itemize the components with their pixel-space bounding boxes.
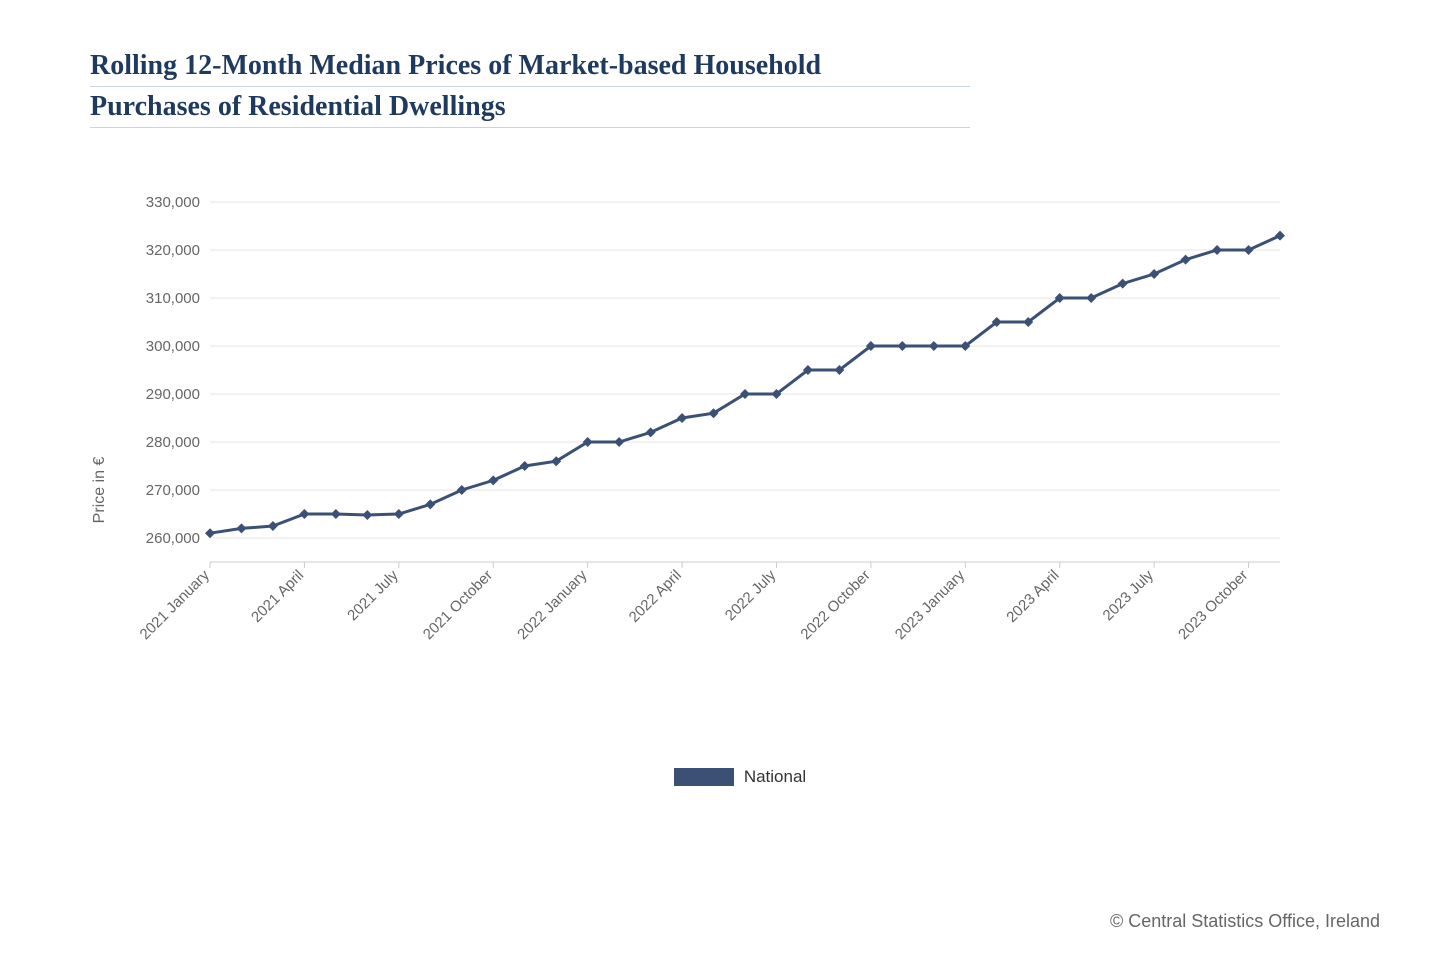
svg-text:280,000: 280,000: [146, 434, 200, 451]
svg-text:2023 January: 2023 January: [892, 566, 969, 643]
svg-text:2022 July: 2022 July: [722, 566, 780, 624]
title-line-1: Rolling 12-Month Median Prices of Market…: [90, 50, 970, 87]
line-chart-svg: 260,000 270,000 280,000 290,000 300,000 310,0…: [130, 192, 1300, 682]
y-axis-title: Price in €: [91, 456, 109, 523]
title-line-2: Purchases of Residential Dwellings: [90, 91, 970, 128]
svg-text:260,000: 260,000: [146, 530, 200, 547]
chart-area: Price in € 260,000270,000280,000290,0003…: [130, 192, 1350, 787]
svg-text:2023 October: 2023 October: [1175, 567, 1251, 643]
legend-label: National: [744, 767, 806, 787]
svg-text:2021 January: 2021 January: [137, 566, 214, 643]
svg-text:300,000: 300,000: [146, 338, 200, 355]
legend: National: [130, 767, 1350, 787]
svg-text:270,000: 270,000: [146, 482, 200, 499]
svg-text:310,000: 310,000: [146, 290, 200, 307]
plot: 260,000 270,000 280,000 290,000 300,000 310,0…: [130, 192, 1350, 687]
svg-text:2022 October: 2022 October: [797, 567, 873, 643]
svg-text:2021 October: 2021 October: [420, 567, 496, 643]
svg-text:2021 April: 2021 April: [248, 567, 307, 626]
copyright: © Central Statistics Office, Ireland: [1110, 911, 1380, 932]
svg-text:2023 July: 2023 July: [1100, 566, 1158, 624]
svg-text:2023 April: 2023 April: [1003, 567, 1062, 626]
svg-text:320,000: 320,000: [146, 242, 200, 259]
svg-text:330,000: 330,000: [146, 194, 200, 211]
svg-text:2022 April: 2022 April: [626, 567, 685, 626]
svg-text:290,000: 290,000: [146, 386, 200, 403]
svg-text:2022 January: 2022 January: [514, 566, 591, 643]
chart-title: Rolling 12-Month Median Prices of Market…: [90, 50, 1350, 132]
svg-text:2021 July: 2021 July: [344, 566, 402, 624]
legend-swatch: [674, 768, 734, 786]
